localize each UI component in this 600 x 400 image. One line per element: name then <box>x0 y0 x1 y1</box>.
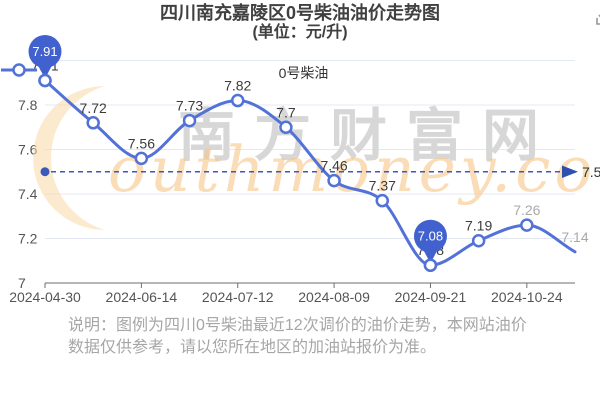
price-pin-bubble <box>28 35 62 69</box>
chart-title: 四川南充嘉陵区0号柴油油价走势图 <box>159 3 440 23</box>
data-point-label: 7.56 <box>128 135 155 151</box>
data-point-label: 7.73 <box>176 98 203 114</box>
data-point-label: 7.37 <box>369 178 396 194</box>
chart-subtitle-unit: (单位：元/升) <box>252 24 348 41</box>
data-point-label: 7.19 <box>465 218 492 234</box>
data-point-label: 7.26 <box>513 202 540 218</box>
data-point-label: 7.72 <box>80 100 107 116</box>
data-point-marker[interactable] <box>230 93 245 108</box>
data-point-label: 7.14 <box>561 229 588 245</box>
x-axis-tick-label: 2024-06-14 <box>106 289 178 305</box>
reference-line-label: 7.5 <box>582 164 600 180</box>
reference-arrow-icon <box>562 165 578 178</box>
y-axis-tick-label: 7.4 <box>18 186 38 202</box>
data-point-marker[interactable] <box>182 113 197 128</box>
price-pin-value: 7.91 <box>32 44 57 59</box>
footer-note-line2: 数据仅供参考，请以您所在地区的加油站报价为准。 <box>68 339 437 356</box>
price-pin: 7.91 <box>28 35 62 88</box>
data-point-marker[interactable] <box>471 233 486 248</box>
y-axis-tick-label: 7.6 <box>18 142 38 158</box>
reference-line-start-dot <box>40 167 50 177</box>
y-axis-tick-label: 7 <box>18 275 26 291</box>
x-axis-tick-label: 2024-07-12 <box>202 289 274 305</box>
data-point-label: 7.46 <box>320 158 347 174</box>
data-point-marker[interactable] <box>375 193 390 208</box>
x-axis-tick-label: 2024-04-30 <box>9 289 81 305</box>
data-point-marker[interactable] <box>423 258 438 272</box>
data-point-label: 7.7 <box>276 104 296 120</box>
price-pin-tail <box>37 64 53 79</box>
y-axis-tick-label: 7.8 <box>18 97 38 113</box>
x-axis-tick-label: 2024-09-21 <box>395 289 467 305</box>
data-point-marker[interactable] <box>279 120 293 134</box>
price-pin: 7.08 <box>413 219 447 272</box>
data-point-marker[interactable] <box>86 116 100 130</box>
page-title: 四川南充嘉陵区0号柴油油价走势图 (单位：元/升) <box>0 3 600 42</box>
data-point-marker[interactable] <box>327 173 341 188</box>
x-axis-tick-label: 2024-08-09 <box>298 289 370 305</box>
footer-note: 说明：图例为四川0号柴油最近12次调价的油价走势，本网站油价 数据仅供参考，请以… <box>68 315 568 359</box>
y-axis-tick-label: 7.2 <box>18 231 38 247</box>
footer-note-line1: 说明：图例为四川0号柴油最近12次调价的油价走势，本网站油价 <box>68 317 527 334</box>
price-pin-tail <box>422 249 438 264</box>
data-point-marker[interactable] <box>134 151 149 166</box>
data-point-marker[interactable] <box>520 218 534 232</box>
data-point-label: 7.82 <box>224 78 251 94</box>
price-pin-value: 7.08 <box>418 229 443 244</box>
x-axis-tick-label: 2024-10-24 <box>491 289 563 305</box>
price-pin-bubble <box>413 219 447 253</box>
legend-label: 0号柴油 <box>278 65 329 81</box>
price-line <box>43 79 577 267</box>
legend-item-diesel[interactable]: 0号柴油 <box>0 63 600 83</box>
